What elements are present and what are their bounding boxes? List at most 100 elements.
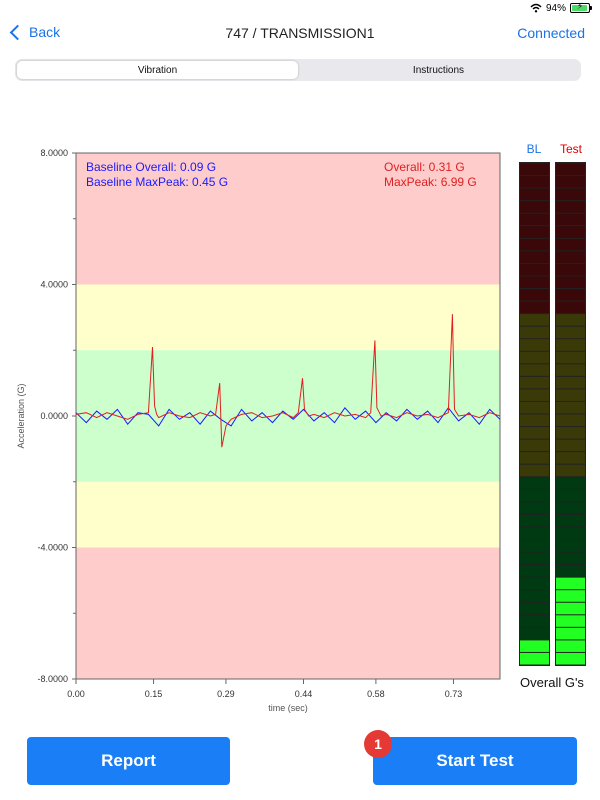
meter-bl-segment	[520, 540, 549, 552]
meter-bl-segment	[520, 213, 549, 226]
meter-test-segment	[556, 364, 585, 376]
meter-test-segment	[556, 314, 585, 326]
meter-test-segment	[556, 602, 585, 615]
meter-test-segment	[556, 163, 585, 176]
meter-bl-segment	[520, 502, 549, 514]
meter-bl-segment	[520, 401, 549, 414]
x-tick-label: 0.58	[367, 689, 385, 699]
start-test-button[interactable]: Start Test	[373, 737, 577, 785]
meter-bl-segment	[520, 427, 549, 439]
meter-test-segment	[556, 263, 585, 276]
meter-test-segment	[556, 627, 585, 640]
meter-test-segment	[556, 201, 585, 213]
baseline-annotation: Baseline MaxPeak: 0.45 G	[86, 175, 228, 189]
meter-test-segment	[556, 540, 585, 552]
baseline-annotation: Baseline Overall: 0.09 G	[86, 160, 216, 174]
meter-bl-segment	[520, 163, 549, 176]
meter-bl-segment	[520, 314, 549, 326]
meter-test-segment	[556, 439, 585, 452]
status-bar: 94% ⚡	[530, 0, 592, 16]
meter-bl-segment	[520, 640, 549, 652]
meter-test-segment	[556, 640, 585, 652]
connection-status[interactable]: Connected	[517, 25, 585, 41]
chart-band	[76, 481, 500, 548]
meter-bl-segment	[520, 376, 549, 389]
test-annotation: Overall: 0.31 G	[384, 160, 465, 174]
meter-test-segment	[556, 552, 585, 565]
meter-test-segment	[556, 226, 585, 238]
meter-bl-segment	[520, 326, 549, 339]
y-tick-label: -8.0000	[37, 674, 68, 684]
meter-bl-segment	[520, 364, 549, 376]
navigation-bar: Back 747 / TRANSMISSION1 Connected	[0, 22, 600, 46]
meter-test-segment	[556, 326, 585, 339]
meter-bl-segment	[520, 615, 549, 627]
meter-bl-segment	[520, 514, 549, 527]
meter-bl-segment	[520, 452, 549, 464]
back-label: Back	[29, 24, 61, 40]
wifi-icon	[530, 3, 542, 13]
notification-badge: 1	[364, 730, 392, 758]
meter-test-segment	[556, 514, 585, 527]
meter-test-segment	[556, 339, 585, 351]
y-tick-label: 0.0000	[40, 411, 68, 421]
tab-vibration[interactable]: Vibration	[17, 61, 298, 79]
battery-percent: 94%	[545, 2, 566, 14]
meter-test-segment	[556, 577, 585, 590]
meter-test-segment	[556, 251, 585, 263]
back-button[interactable]: Back	[9, 24, 60, 40]
meter-test-segment	[556, 401, 585, 414]
meter-bl-segment	[520, 238, 549, 251]
y-tick-label: 4.0000	[40, 280, 68, 290]
test-series-line	[75, 314, 501, 448]
y-axis-label: Acceleration (G)	[16, 383, 26, 448]
battery-icon: ⚡	[570, 1, 592, 13]
chart-band	[76, 547, 500, 679]
meter-bl-segment	[520, 627, 549, 640]
chart-band	[76, 284, 500, 351]
page-title: 747 / TRANSMISSION1	[225, 25, 375, 41]
meter-bl-segment	[520, 577, 549, 590]
meter-test-segment	[556, 527, 585, 539]
meter-test-segment	[556, 414, 585, 427]
meter-test-segment	[556, 477, 585, 489]
meter-bl-segment	[520, 439, 549, 452]
meter-bl-segment	[520, 477, 549, 489]
x-tick-label: 0.44	[295, 689, 313, 699]
meter-test-segment	[556, 452, 585, 464]
meter-bl-segment	[520, 263, 549, 276]
meter-bl-segment	[520, 226, 549, 238]
meter-test-label: Test	[559, 142, 582, 156]
segmented-control: Vibration Instructions	[15, 59, 581, 81]
meter-test-segment	[556, 502, 585, 514]
meter-test-segment	[556, 176, 585, 188]
meter-test-segment	[556, 301, 585, 314]
x-tick-label: 0.15	[145, 689, 163, 699]
meter-test-segment	[556, 213, 585, 226]
chart-band	[76, 153, 500, 285]
y-tick-label: -4.0000	[37, 543, 68, 553]
meter-test-segment	[556, 188, 585, 201]
meter-test-segment	[556, 652, 585, 665]
report-button[interactable]: Report	[27, 737, 230, 785]
meter-test-segment	[556, 389, 585, 401]
tab-instructions[interactable]: Instructions	[412, 64, 465, 76]
chart-band	[76, 350, 500, 482]
meter-bl-segment	[520, 251, 549, 263]
test-annotation: MaxPeak: 6.99 G	[384, 175, 477, 189]
meter-bl-label: BL	[526, 142, 542, 156]
meter-test-segment	[556, 351, 585, 364]
meter-bl-segment	[520, 201, 549, 213]
meter-test-segment	[556, 464, 585, 477]
meter-bl-segment	[520, 339, 549, 351]
meter-test-segment	[556, 427, 585, 439]
meter-test-segment	[556, 376, 585, 389]
x-tick-label: 0.00	[67, 689, 85, 699]
meter-bl-segment	[520, 276, 549, 288]
meter-test-segment	[556, 489, 585, 502]
x-tick-label: 0.29	[217, 689, 235, 699]
x-tick-label: 0.73	[445, 689, 463, 699]
meter-bl-segment	[520, 414, 549, 427]
meter-bl-segment	[520, 552, 549, 565]
meter-test-segment	[556, 565, 585, 577]
